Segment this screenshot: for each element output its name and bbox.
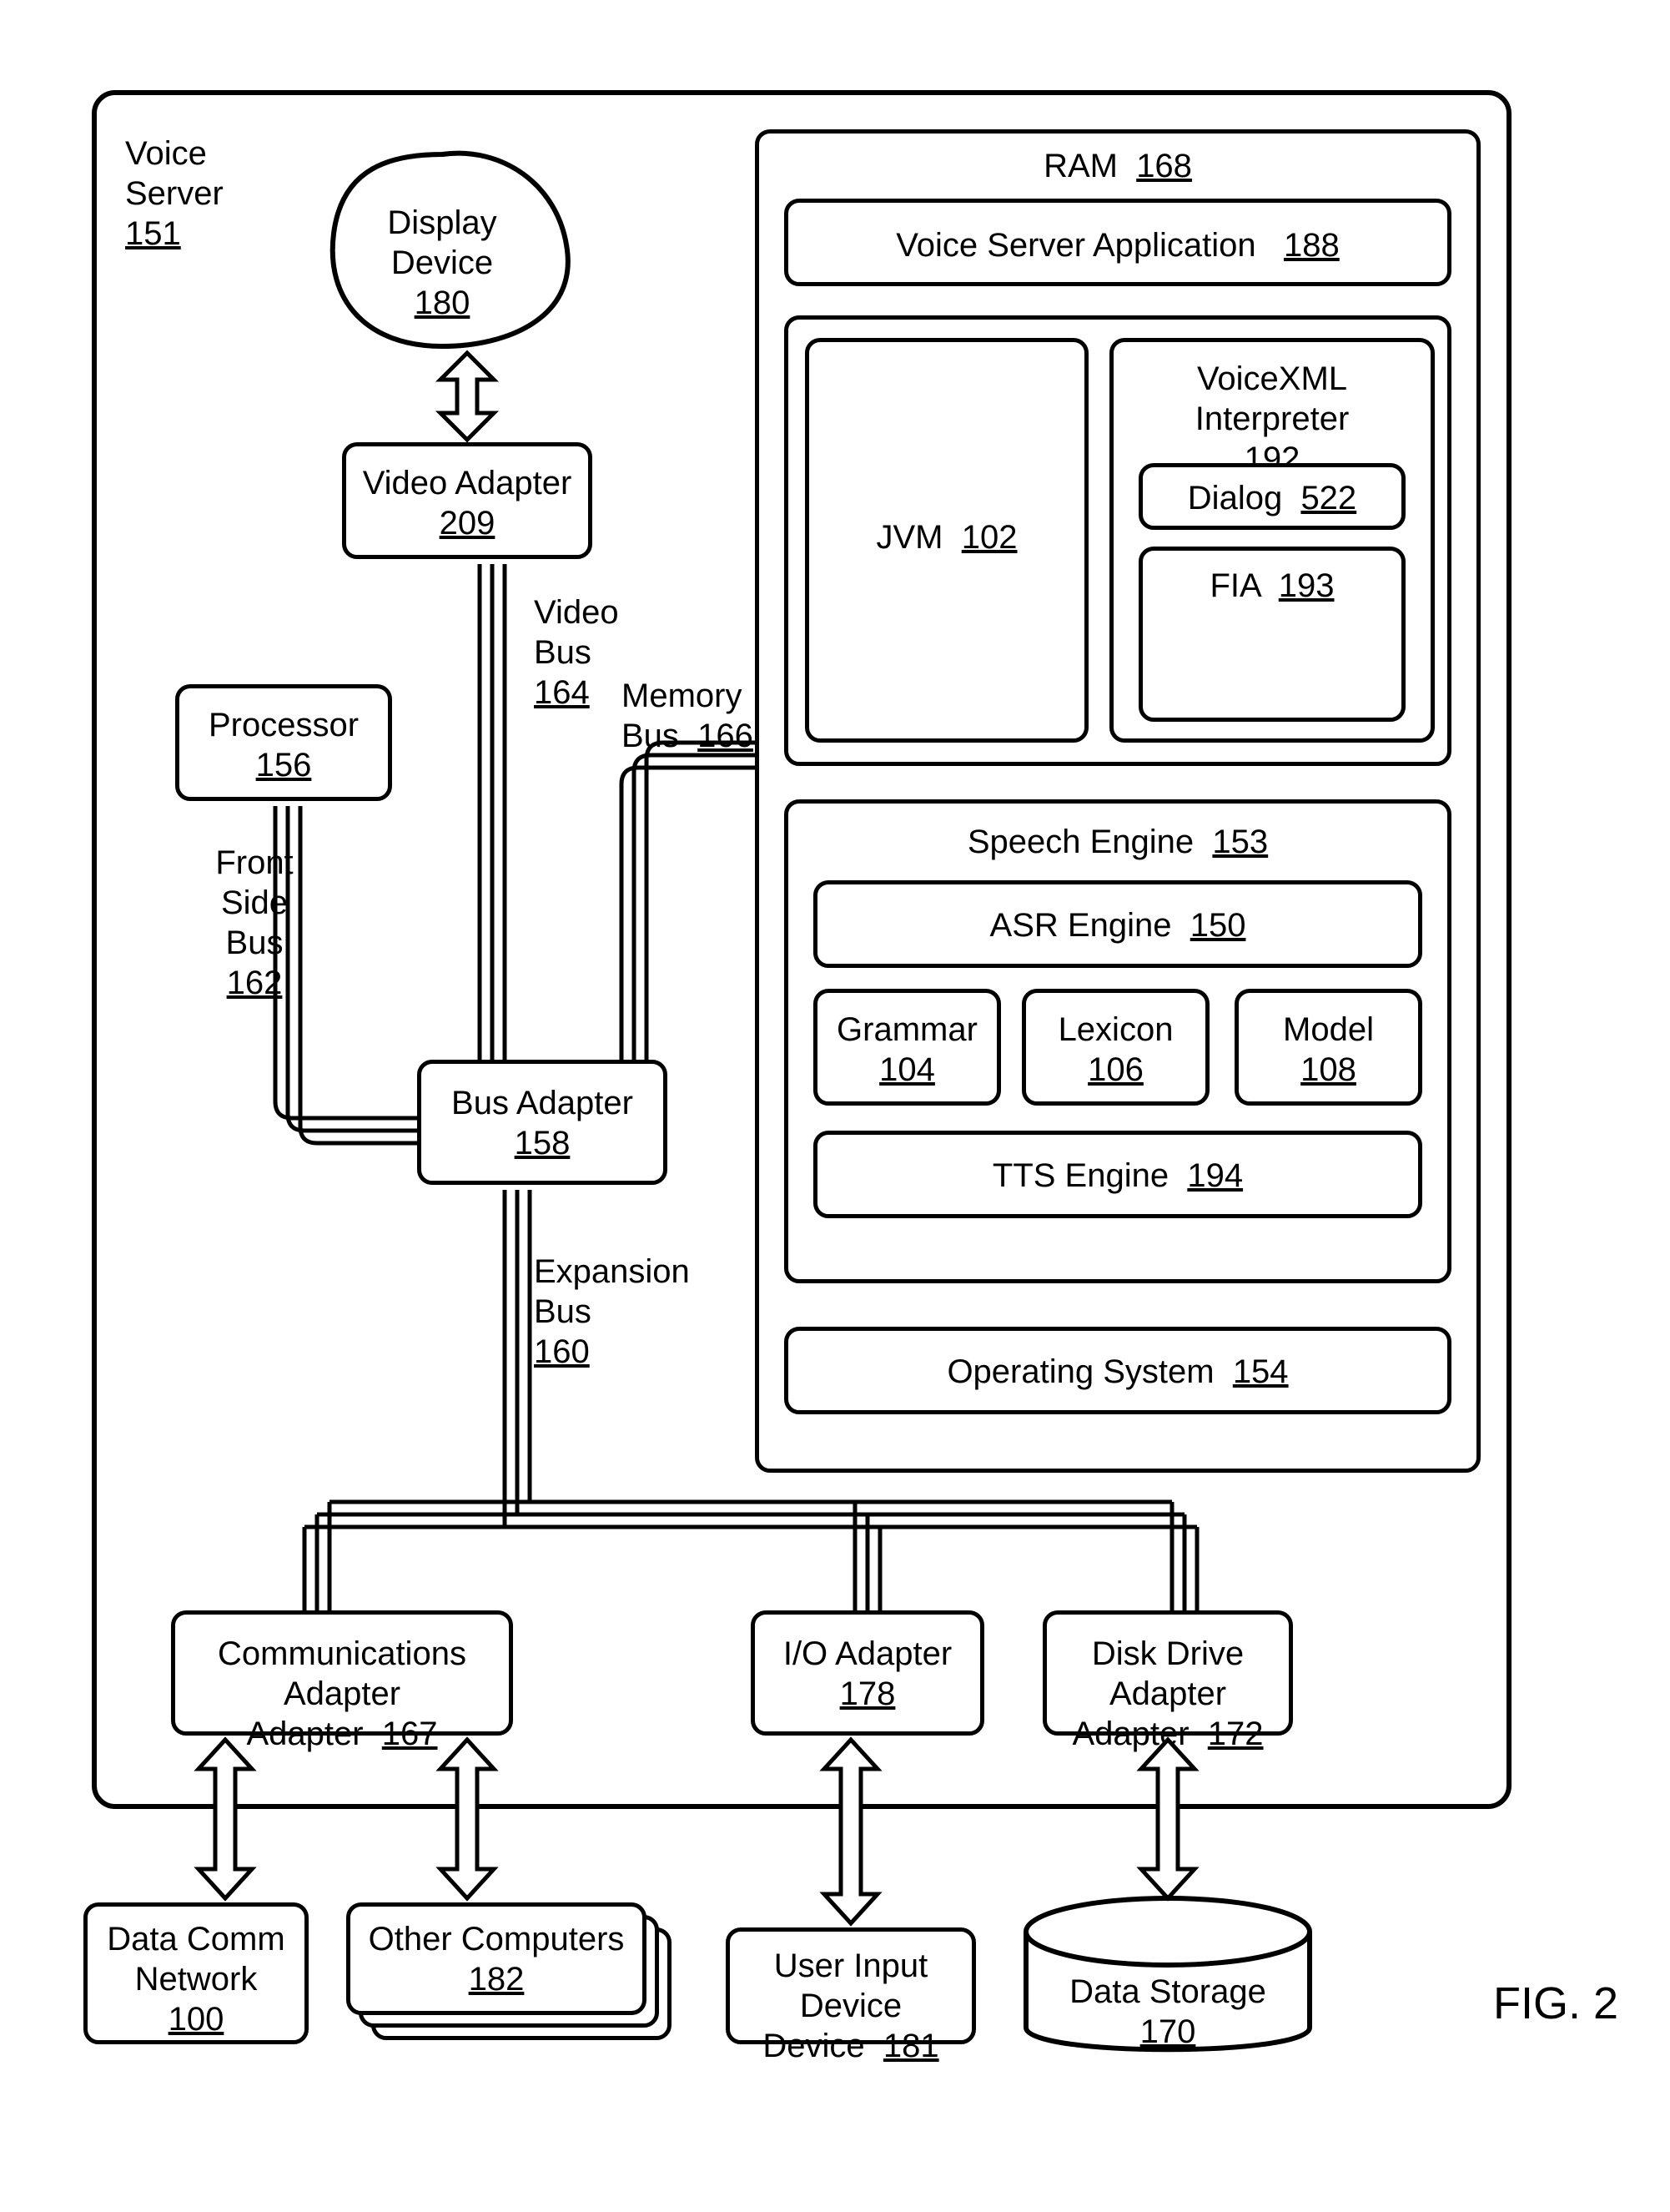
model-ref: 108 [1300, 1051, 1356, 1088]
voice-server-title: Voice Server 151 [125, 134, 292, 254]
comm-adapter-label: Communications Adapter Adapter 167 [179, 1634, 505, 1754]
ca-title: Communications Adapter [218, 1635, 466, 1712]
oc-title: Other Computers [369, 1921, 625, 1958]
va-ref: 209 [440, 505, 495, 542]
figure-caption: FIG. 2 [1493, 1978, 1618, 2029]
proc-title: Processor [209, 707, 359, 743]
dda-ref: 172 [1208, 1716, 1264, 1752]
model-label: Model 108 [1243, 1010, 1414, 1090]
speech-title: Speech Engine [968, 824, 1194, 860]
data-storage-cylinder: Data Storage 170 [1026, 1898, 1310, 2050]
dialog-title: Dialog [1188, 480, 1282, 516]
ca-ref: 167 [382, 1716, 438, 1752]
ram-label: RAM 168 [984, 146, 1251, 186]
asr-ref: 150 [1190, 907, 1246, 944]
jvm-title: JVM [877, 519, 943, 556]
eb-ref: 160 [534, 1333, 590, 1370]
fsb-ref: 162 [227, 965, 283, 1001]
fia-title: FIA [1210, 567, 1260, 604]
data-storage-title: Data Storage [1069, 1973, 1266, 2010]
dialog-label: Dialog 522 [1155, 478, 1389, 518]
data-storage-ref: 170 [1140, 2013, 1196, 2050]
ba-ref: 158 [515, 1125, 571, 1161]
grammar-ref: 104 [879, 1051, 935, 1088]
dialog-ref: 522 [1300, 480, 1356, 516]
model-title: Model [1283, 1011, 1374, 1048]
mb-ref: 166 [697, 718, 753, 754]
tts-engine-label: TTS Engine 194 [959, 1156, 1276, 1196]
mb-bus: Bus [621, 718, 679, 754]
data-comm-network-label: Data Comm Network 100 [92, 1919, 300, 2039]
va-title: Video Adapter [363, 465, 572, 501]
uid-title: User Input Device [774, 1947, 928, 2024]
vsa-title: Voice Server Application [896, 227, 1255, 264]
ioa-ref: 178 [840, 1675, 896, 1712]
grammar-title: Grammar [837, 1011, 978, 1048]
asr-engine-label: ASR Engine 150 [959, 905, 1276, 945]
vb-ref: 164 [534, 674, 590, 711]
tts-title: TTS Engine [993, 1157, 1169, 1194]
mb-title: Memory [621, 678, 742, 714]
vsa-ref: 188 [1284, 227, 1340, 264]
proc-ref: 156 [256, 747, 312, 784]
bus-adapter-label: Bus Adapter 158 [425, 1083, 659, 1163]
dcn-title: Data Comm Network [107, 1921, 284, 1998]
lexicon-ref: 106 [1088, 1051, 1144, 1088]
uid-ref: 181 [883, 2028, 939, 2064]
lexicon-label: Lexicon 106 [1030, 1010, 1201, 1090]
figure-caption-text: FIG. 2 [1493, 1978, 1618, 2028]
ram-ref: 168 [1136, 148, 1192, 184]
ba-title: Bus Adapter [451, 1085, 633, 1121]
user-input-label: User Input Device Device 181 [734, 1946, 968, 2066]
processor-label: Processor 156 [184, 705, 384, 785]
dcn-ref: 100 [169, 2001, 224, 2038]
os-ref: 154 [1233, 1353, 1289, 1390]
grammar-label: Grammar 104 [822, 1010, 993, 1090]
voice-server-app-label: Voice Server Application 188 [834, 225, 1401, 265]
voice-server-title-text: Voice Server [125, 135, 224, 212]
fia-ref: 193 [1279, 567, 1335, 604]
other-computers-label: Other Computers 182 [355, 1919, 638, 1999]
voicexml-label: VoiceXML Interpreter 192 [1122, 359, 1422, 479]
disk-adapter-label: Disk Drive Adapter Adapter 172 [1051, 1634, 1285, 1754]
os-label: Operating System 154 [901, 1352, 1335, 1392]
jvm-ref: 102 [962, 519, 1018, 556]
diagram-canvas: Voice Server 151 RAM 168 Voice Server Ap… [0, 0, 1670, 2212]
lexicon-title: Lexicon [1059, 1011, 1174, 1048]
vxml-title: VoiceXML Interpreter [1195, 360, 1350, 437]
dda-title: Disk Drive Adapter [1092, 1635, 1244, 1712]
io-adapter-label: I/O Adapter 178 [759, 1634, 976, 1714]
jvm-label: JVM 102 [834, 517, 1059, 557]
oc-ref: 182 [469, 1961, 525, 1998]
speech-ref: 153 [1212, 824, 1268, 860]
ram-title: RAM [1044, 148, 1118, 184]
os-title: Operating System [947, 1353, 1214, 1390]
expansion-bus-label: ExpansionBus160 [534, 1252, 726, 1372]
fia-label: FIA 193 [1172, 566, 1372, 606]
memory-bus-label: Memory Bus 166 [621, 676, 772, 756]
tts-ref: 194 [1187, 1157, 1243, 1194]
front-side-bus-label: FrontSideBus162 [196, 843, 313, 1003]
video-adapter-label: Video Adapter 209 [350, 463, 584, 543]
speech-engine-label: Speech Engine 153 [918, 822, 1318, 862]
voice-server-ref: 151 [125, 215, 181, 252]
asr-title: ASR Engine [990, 907, 1172, 944]
ioa-title: I/O Adapter [783, 1635, 952, 1672]
